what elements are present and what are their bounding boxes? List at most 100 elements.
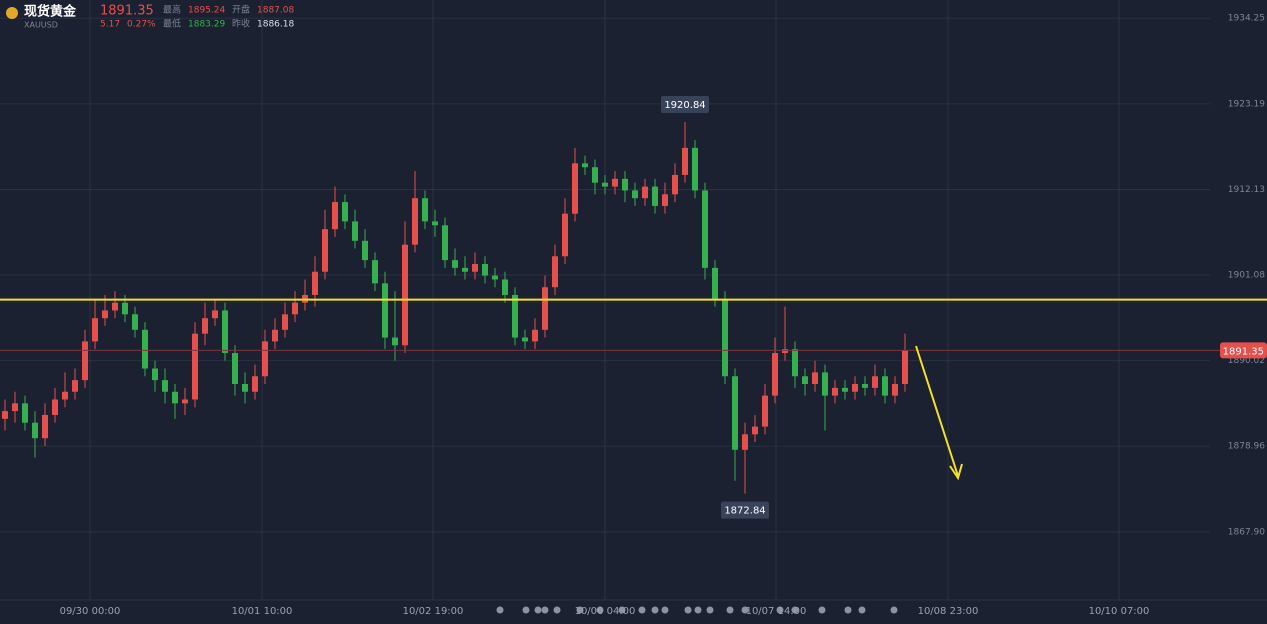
change: 5.17 [100,20,120,30]
symbol-name: 现货黄金 [24,4,77,20]
candle-body [572,163,578,214]
price: 1891.35 [100,4,154,19]
candle-body [62,391,68,400]
y-tick-label: 1890.02 [1228,356,1265,366]
candle-body [252,376,258,392]
candles [0,122,1267,494]
peak-callout [661,96,709,114]
candle-body [142,329,148,369]
candle-body [222,310,228,354]
candle-body [162,380,168,392]
candle-body [2,411,8,419]
labels: 1934.25 1923.19 1912.13 1901.08 1890.02 1878.… [60,14,1267,617]
candle-body [612,178,618,187]
candle-body [152,368,158,381]
y-tick-label: 1867.90 [1228,527,1265,537]
candle-body [462,267,468,272]
candle-body [852,384,858,392]
candle-body [362,240,368,261]
candle-body [242,384,248,392]
candle-body [112,302,118,311]
symbol-icon [6,7,18,19]
candle-body [632,190,638,199]
trough-callout [721,501,769,519]
candle-body [82,341,88,381]
candle-body [832,387,838,396]
candle-body [792,349,798,377]
x-tick-label: 09/30 00:00 [60,606,121,617]
candle-body [92,318,98,342]
x-tick-label: 10/02 19:00 [403,606,464,617]
candle-body [202,318,208,334]
trough-label: 1872.84 [724,506,765,517]
candle-body [442,225,448,261]
candle-body [102,310,108,319]
candle-body [382,283,388,338]
candle-body [132,314,138,330]
x-tick-label: 10/08 23:00 [918,606,979,617]
candle-body [42,414,48,439]
stat-value: 1883.29 [188,20,225,30]
candle-body [822,372,828,396]
candle-body [872,376,878,388]
candle-body [762,395,768,427]
candle-body [122,302,128,315]
candle-body [732,376,738,450]
candle-body [22,403,28,423]
candle-body [392,337,398,346]
candle-body [342,202,348,222]
candle-body [372,260,378,284]
candle-body [772,353,778,396]
candle-body [552,256,558,288]
y-tick-label: 1878.96 [1228,442,1265,452]
candle-body [802,376,808,384]
candle-body [742,434,748,450]
y-tick-label: 1912.13 [1228,185,1265,195]
candle-body [352,221,358,241]
candle-body [532,329,538,342]
candle-body [862,384,868,388]
trend-arrow [915,345,963,481]
x-tick-label: 10/07 14:00 [746,606,807,617]
candle-body [562,213,568,257]
candle-body [812,372,818,384]
candle-body [282,314,288,330]
candle-body [502,279,508,295]
x-tick-label: 10/10 07:00 [1089,606,1150,617]
candle-body [692,147,698,191]
stat-label: 最低 [163,18,181,30]
candle-body [232,353,238,384]
candle-body [662,194,668,206]
candle-body [482,264,488,276]
candle-body [332,202,338,230]
symbol-code: XAUUSD [24,21,58,30]
candle-body [402,244,408,346]
stat-label: 最高 [163,4,181,16]
candle-body [672,174,678,195]
candle-body [512,294,518,338]
candle-body [292,302,298,315]
candle-body [892,384,898,396]
candle-body [262,341,268,377]
candle-body [312,271,318,295]
candle-body [582,163,588,168]
candle-body [452,260,458,268]
candle-body [642,186,648,199]
stat-value: 1895.24 [188,6,225,16]
stat-value: 1886.18 [257,20,294,30]
y-tick-label: 1923.19 [1228,99,1265,109]
peak-label: 1920.84 [664,100,705,111]
candle-body [682,147,688,175]
candle-body [12,403,18,412]
candle-body [902,350,908,384]
candle-body [322,229,328,272]
candle-body [722,298,728,377]
candle-body [592,167,598,183]
candle-body [712,267,718,299]
stat-value: 1887.08 [257,6,294,16]
candle-body [272,329,278,342]
candle-body [72,380,78,392]
x-tick-label: 10/01 10:00 [232,606,293,617]
candle-body [602,182,608,187]
